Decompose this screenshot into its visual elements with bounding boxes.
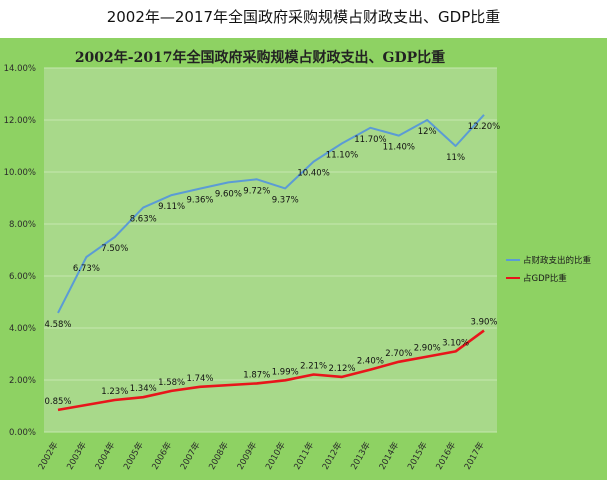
data-label: 11.40% [383,143,415,153]
data-label: 9.11% [158,202,185,212]
data-label: 0.85% [44,397,71,407]
series-lines [57,114,485,412]
plot-area [44,68,497,432]
data-label: 9.37% [272,195,299,205]
data-label: 3.10% [442,338,469,348]
data-label: 9.36% [186,196,213,206]
data-label: 12% [418,127,437,137]
data-label: 12.20% [468,122,500,132]
page-title: 2002年—2017年全国政府采购规模占财政支出、GDP比重 [106,8,501,26]
data-label: 1.99% [272,367,299,377]
y-tick-label: 12.00% [4,116,36,126]
legend-label: 占财政支出的比重 [523,255,592,266]
y-tick-label: 6.00% [9,272,36,282]
gridlines [44,67,497,433]
chart: 0.00% 2.00% 4.00% 6.00% 8.00% 10.00% 12.00% 14.… [0,38,607,480]
data-label: 2.90% [414,344,441,354]
data-label: 11.70% [354,135,386,145]
y-tick-label: 14.00% [4,64,36,74]
series-line [57,329,485,412]
series-line [57,114,485,314]
y-tick-label: 2.00% [9,376,36,386]
data-label: 1.23% [101,387,128,397]
data-label: 2.40% [357,357,384,367]
data-labels: 4.58% 6.73%7.50% 8.63%9.11%9.36%9.60% 9.72%… [44,122,500,407]
data-label: 11.10% [326,150,358,160]
data-label: 2.70% [385,349,412,359]
data-label: 7.50% [101,244,128,254]
data-label: 6.73% [73,264,100,274]
data-label: 2.12% [328,364,355,374]
y-axis-ticks: 0.00% 2.00% 4.00% 6.00% 8.00% 10.00% 12.00% 14.… [4,64,36,438]
y-tick-label: 0.00% [9,428,36,438]
data-label: 1.34% [130,384,157,394]
data-label: 10.40% [297,169,329,179]
data-label: 11% [446,153,465,163]
data-label: 2.21% [300,362,327,372]
data-label: 9.72% [243,186,270,196]
legend-label: 占GDP比重 [523,273,567,284]
y-tick-label: 10.00% [4,168,36,178]
data-label: 1.87% [243,370,270,380]
chart-title: 2002年-2017年全国政府采购规模占财政支出、GDP比重 [75,49,445,66]
y-tick-label: 8.00% [9,220,36,230]
y-tick-label: 4.00% [9,324,36,334]
data-label: 1.58% [158,378,185,388]
data-label: 8.63% [130,215,157,225]
data-label: 9.60% [215,189,242,199]
data-label: 1.74% [186,374,213,384]
data-label: 3.90% [470,318,497,328]
data-label: 4.58% [44,320,71,330]
